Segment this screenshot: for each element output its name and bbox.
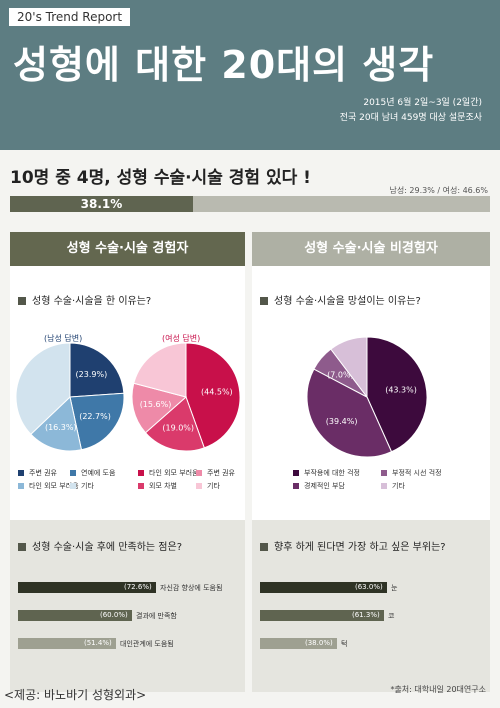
- desired-part-value-label: (38.0%): [305, 639, 333, 647]
- headline: 10명 중 4명, 성형 수술·시술 경험 있다 !: [10, 168, 311, 188]
- legend-swatch: [18, 470, 24, 476]
- legend-item: 주변 권유: [18, 468, 57, 478]
- male-reason-pie: (23.9%) (22.7%)(16.3%): [15, 342, 125, 452]
- desired-part-bar: [260, 582, 387, 593]
- male-pie-slice: [30, 396, 83, 452]
- hesitation-pie-value-label: (43.3%): [385, 386, 417, 395]
- legend-swatch: [70, 470, 76, 476]
- satisfaction-value-label: (72.6%): [124, 583, 152, 591]
- legend-item: 부정적 시선 걱정: [381, 468, 442, 478]
- male-pie-value-label: (23.9%): [76, 370, 108, 379]
- male-pie-slice: [69, 392, 125, 451]
- legend-item: 기타: [381, 481, 405, 491]
- legend-swatch: [70, 483, 76, 489]
- satisfaction-question: 성형 수술·시술 후에 만족하는 점은?: [18, 538, 182, 553]
- female-pie-value-label: (15.6%): [140, 400, 172, 409]
- satisfaction-category-label: 결과에 만족함: [136, 612, 177, 620]
- male-pie-value-label: (22.7%): [79, 412, 111, 421]
- satisfaction-category-label: 자신감 향상에 도움됨: [160, 584, 223, 592]
- satisfaction-value-label: (60.0%): [100, 611, 128, 619]
- legend-item: 부작용에 대한 걱정: [293, 468, 360, 478]
- experience-bar-fill: [10, 196, 193, 212]
- header: 20's Trend Report 성형에 대한 20대의 생각 2015년 6…: [0, 0, 500, 150]
- female-reason-pie: (44.5%) (19.0%) (15.6%): [131, 342, 241, 452]
- legend-item: 외모 차별: [138, 481, 177, 491]
- hesitation-pie-slice: [366, 336, 428, 453]
- satisfaction-value-label: (51.4%): [84, 639, 112, 647]
- legend-swatch: [196, 483, 202, 489]
- satisfaction-bar: [18, 582, 156, 593]
- male-pie-value-label: (16.3%): [45, 423, 77, 432]
- source-note: *출처: 대학내일 20대연구소: [390, 685, 486, 694]
- male-pie-slice: [69, 342, 125, 398]
- reason-question: 성형 수술·시술을 한 이유는?: [18, 292, 151, 307]
- female-answer-label: (여성 답변): [162, 334, 201, 343]
- desired-part-value-label: (61.3%): [352, 611, 380, 619]
- legend-swatch: [18, 483, 24, 489]
- female-pie-slice: [131, 382, 188, 434]
- legend-swatch: [138, 483, 144, 489]
- hesitation-question: 성형 수술·시술을 망설이는 이유는?: [260, 292, 421, 307]
- hesitation-pie-value-label: (39.4%): [326, 417, 358, 426]
- hesitation-pie: (43.3%) (39.4%) (7.0%): [306, 336, 428, 458]
- desired-part-bar: [260, 638, 337, 649]
- female-pie-slice: [144, 396, 205, 452]
- male-pie-slice: [15, 342, 71, 435]
- female-pie-value-label: (44.5%): [201, 388, 233, 397]
- female-pie-value-label: (19.0%): [162, 423, 194, 432]
- desired-part-category-label: 코: [388, 612, 395, 620]
- legend-item: 연예에 도움: [70, 468, 115, 478]
- satisfaction-bar: [18, 610, 132, 621]
- hesitation-pie-slice: [330, 336, 368, 399]
- survey-date: 2015년 6월 2일~3일 (2일간): [363, 98, 482, 108]
- report-tag: 20's Trend Report: [9, 8, 131, 26]
- desired-part-category-label: 눈: [391, 584, 398, 592]
- male-answer-label: (남성 답변): [44, 334, 83, 343]
- legend-swatch: [381, 483, 387, 489]
- legend-swatch: [138, 470, 144, 476]
- legend-swatch: [293, 470, 299, 476]
- experienced-banner: 성형 수술·시술 경험자: [10, 232, 245, 266]
- legend-item: 타인 외모 부러움: [138, 468, 199, 478]
- page-title: 성형에 대한 20대의 생각: [13, 43, 435, 87]
- legend-item: 주변 권유: [196, 468, 235, 478]
- legend-item: 기타: [70, 481, 94, 491]
- gender-breakdown: 남성: 29.3% / 여성: 46.6%: [389, 186, 488, 195]
- experience-bar-label: 38.1%: [80, 197, 123, 211]
- legend-item: 타인 외모 부러움: [18, 481, 79, 491]
- hesitation-pie-slice: [306, 368, 393, 458]
- legend-item: 기타: [196, 481, 220, 491]
- desired-part-bar: [260, 610, 384, 621]
- experience-bar-track: 38.1%: [10, 196, 490, 212]
- desired-part-value-label: (63.0%): [355, 583, 383, 591]
- hesitation-pie-value-label: (7.0%): [327, 370, 354, 379]
- survey-sample: 전국 20대 남녀 459명 대상 설문조사: [339, 113, 482, 123]
- credit-note: <제공: 바노바기 성형외과>: [4, 688, 147, 702]
- desired-part-category-label: 턱: [341, 640, 348, 648]
- satisfaction-category-label: 대인관계에 도움됨: [120, 640, 174, 648]
- legend-swatch: [381, 470, 387, 476]
- legend-swatch: [293, 483, 299, 489]
- satisfaction-bar: [18, 638, 116, 649]
- desired-part-question: 향후 하게 된다면 가장 하고 싶은 부위는?: [260, 538, 446, 553]
- legend-item: 경제적인 부담: [293, 481, 345, 491]
- female-pie-slice: [133, 342, 187, 398]
- legend-swatch: [196, 470, 202, 476]
- female-pie-slice: [185, 342, 241, 449]
- non-experienced-banner: 성형 수술·시술 비경험자: [252, 232, 490, 266]
